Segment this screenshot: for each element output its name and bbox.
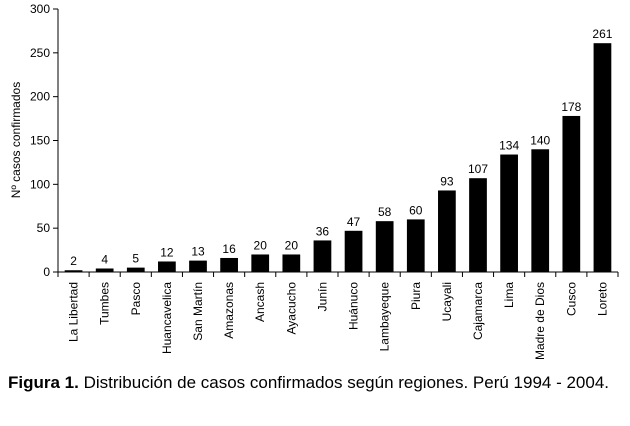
- x-tick-label: Amazonas: [222, 282, 236, 339]
- y-axis-title: Nº casos confirmados: [9, 82, 23, 198]
- caption-label: Figura 1.: [8, 373, 79, 392]
- caption-text: Distribución de casos confirmados según …: [78, 373, 609, 392]
- bar: [375, 221, 394, 272]
- data-label: 93: [440, 174, 454, 188]
- x-tick-label: Piura: [409, 282, 423, 310]
- x-axis: [57, 271, 619, 277]
- x-tick-label: Lambayeque: [378, 282, 392, 352]
- x-tick-label: Huánuco: [347, 282, 361, 330]
- x-tick-label: Loreto: [595, 282, 609, 316]
- bar: [531, 149, 550, 272]
- figure-caption: Figura 1. Distribución de casos confirma…: [8, 370, 624, 395]
- y-tick-label: 300: [30, 2, 50, 16]
- bar: [126, 267, 145, 272]
- y-axis: 0 50 100 150 200 250 300: [30, 2, 59, 279]
- data-label: 5: [132, 252, 139, 266]
- x-tick-label: Madre de Dios: [533, 282, 547, 360]
- data-label: 58: [378, 205, 392, 219]
- x-tick-label: La Libertad: [67, 282, 81, 342]
- y-tick-label: 150: [30, 134, 50, 148]
- data-label: 134: [499, 139, 519, 153]
- x-tick-labels: La Libertad Tumbes Pasco Huancavelica San Ma…: [67, 282, 610, 360]
- data-label: 60: [409, 203, 423, 217]
- bar: [406, 219, 425, 272]
- x-tick-label: Cajamarca: [471, 282, 485, 340]
- data-label: 47: [347, 215, 361, 229]
- data-label: 261: [592, 27, 612, 41]
- bar: [562, 115, 581, 272]
- x-tick-label: Huancavelica: [160, 282, 174, 354]
- y-tick-label: 250: [30, 46, 50, 60]
- x-tick-label: Ancash: [253, 282, 267, 322]
- data-labels: 2 4 5 12 13 16 20 20 36 47 58 60 93 107 134 140 178 261: [70, 27, 613, 268]
- y-tick-label: 50: [37, 221, 51, 235]
- bar: [251, 254, 270, 272]
- data-label: 36: [316, 224, 330, 238]
- bar: [500, 154, 518, 272]
- bars: [64, 43, 612, 272]
- bar: [593, 43, 612, 272]
- bar: [158, 261, 176, 272]
- bar: [344, 230, 363, 272]
- data-label: 140: [530, 133, 550, 147]
- bar: [469, 178, 487, 272]
- bar: [282, 254, 301, 272]
- data-label: 20: [254, 238, 268, 252]
- data-label: 178: [561, 100, 581, 114]
- data-label: 20: [285, 238, 299, 252]
- x-tick-label: San Martín: [191, 282, 205, 341]
- x-tick-label: Ayacucho: [284, 282, 298, 335]
- x-tick-label: Tumbes: [98, 282, 112, 325]
- bar: [220, 257, 238, 272]
- bar: [64, 270, 83, 272]
- data-label: 16: [222, 242, 236, 256]
- x-tick-label: Pasco: [129, 282, 143, 316]
- y-tick-label: 100: [30, 177, 50, 191]
- data-label: 4: [101, 252, 108, 266]
- bar: [438, 190, 456, 272]
- bar: [95, 268, 114, 272]
- data-label: 12: [160, 245, 174, 259]
- data-label: 107: [468, 162, 488, 176]
- x-tick-label: Cusco: [564, 282, 578, 316]
- bar-chart: 0 50 100 150 200 250 300 2 4 5 12 13 16 20 20 36 47 58 60…: [9, 2, 619, 360]
- bar: [313, 240, 332, 272]
- x-tick-label: Lima: [502, 282, 516, 308]
- bar: [189, 260, 207, 272]
- x-tick-label: Ucayali: [440, 282, 454, 321]
- y-tick-label: 200: [30, 90, 50, 104]
- y-tick-label: 0: [43, 265, 50, 279]
- x-tick-label: Junín: [315, 282, 329, 311]
- data-label: 13: [191, 245, 205, 259]
- data-label: 2: [70, 254, 77, 268]
